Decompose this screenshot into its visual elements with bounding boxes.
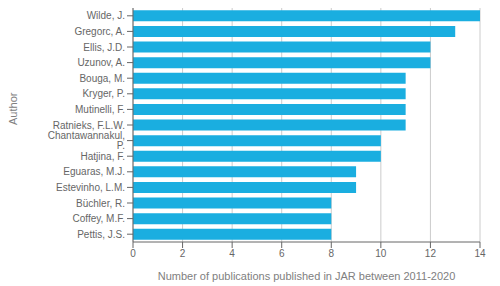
svg-text:Gregorc, A.: Gregorc, A. xyxy=(74,26,125,37)
svg-text:14: 14 xyxy=(474,248,486,259)
svg-text:Coffey, M.F.: Coffey, M.F. xyxy=(73,213,125,224)
svg-text:0: 0 xyxy=(130,248,136,259)
svg-text:Kryger, P.: Kryger, P. xyxy=(82,88,125,99)
svg-text:Pettis, J.S.: Pettis, J.S. xyxy=(77,229,125,240)
svg-text:Eguaras, M.J.: Eguaras, M.J. xyxy=(63,166,125,177)
svg-text:Ratnieks, F.L.W.: Ratnieks, F.L.W. xyxy=(53,120,125,131)
svg-text:Number of publications publish: Number of publications published in JAR … xyxy=(158,270,456,282)
svg-text:2: 2 xyxy=(180,248,186,259)
svg-text:12: 12 xyxy=(425,248,437,259)
svg-text:Hatjina, F.: Hatjina, F. xyxy=(81,151,125,162)
svg-text:Estevinho, L.M.: Estevinho, L.M. xyxy=(56,182,125,193)
svg-text:Wilde, J.: Wilde, J. xyxy=(87,10,125,21)
svg-text:Ellis, J.D.: Ellis, J.D. xyxy=(83,42,125,53)
svg-text:Mutinelli, F.: Mutinelli, F. xyxy=(75,104,125,115)
svg-text:4: 4 xyxy=(229,248,235,259)
svg-text:Büchler, R.: Büchler, R. xyxy=(76,198,125,209)
svg-text:Author: Author xyxy=(8,92,19,125)
svg-text:8: 8 xyxy=(329,248,335,259)
svg-text:Bouga, M.: Bouga, M. xyxy=(79,73,125,84)
svg-text:6: 6 xyxy=(279,248,285,259)
svg-text:Chantawannakul,P.: Chantawannakul,P. xyxy=(48,130,125,151)
svg-text:Uzunov, A.: Uzunov, A. xyxy=(77,57,125,68)
svg-text:10: 10 xyxy=(375,248,387,259)
